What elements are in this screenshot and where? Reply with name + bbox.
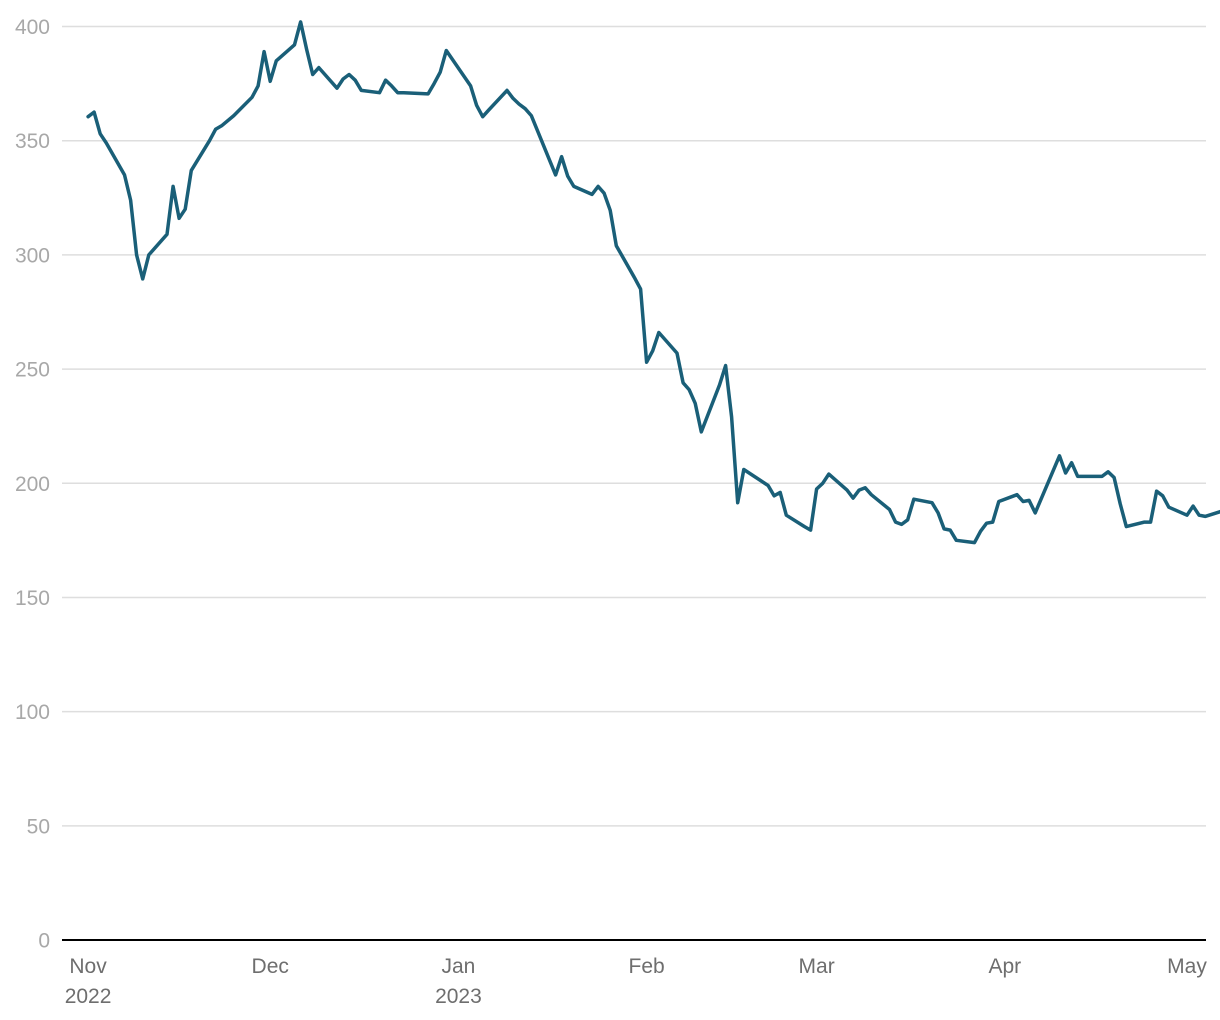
grid-lines <box>62 25 1206 827</box>
x-tick-label: Feb <box>629 955 665 978</box>
y-tick-label: 250 <box>15 359 50 382</box>
y-axis-tick-labels: 0 50 100 150 200 250 300 350 400 <box>15 16 50 953</box>
x-tick-label: Jan <box>441 955 475 978</box>
y-tick-label: 300 <box>15 244 50 267</box>
x-tick-year-label: 2022 <box>65 985 112 1008</box>
x-tick-label: May <box>1167 955 1207 978</box>
y-tick-label: 100 <box>15 701 50 724</box>
y-tick-label: 150 <box>15 587 50 610</box>
x-axis-tick-labels: Nov 2022 Dec Jan 2023 Feb Mar Apr May <box>65 955 1208 1008</box>
y-tick-label: 400 <box>15 16 50 39</box>
y-tick-label: 0 <box>38 930 50 953</box>
x-tick-label: Dec <box>252 955 289 978</box>
x-tick-label: Mar <box>799 955 835 978</box>
y-tick-label: 350 <box>15 130 50 153</box>
y-tick-label: 50 <box>27 815 50 838</box>
series-line <box>86 20 1220 545</box>
x-tick-label: Apr <box>989 955 1022 978</box>
x-tick-label: Nov <box>69 955 107 978</box>
x-tick-year-label: 2023 <box>435 985 482 1008</box>
y-tick-label: 200 <box>15 473 50 496</box>
